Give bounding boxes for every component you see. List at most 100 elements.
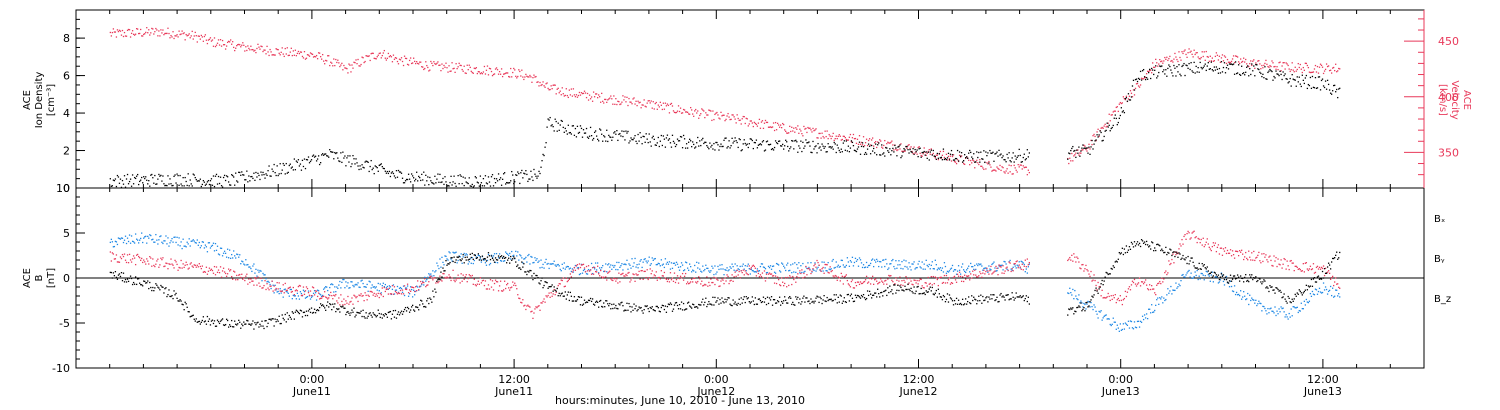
point-b- [363,286,365,288]
point-velocity [1027,169,1029,171]
point-velocity [684,111,687,113]
point-b-z [775,282,778,285]
point-velocity [123,31,126,34]
point-velocity [216,42,219,44]
point-b-z [602,277,604,279]
point-velocity [417,62,419,65]
point-b- [359,286,361,289]
point-b-z [632,273,634,275]
point-ion-density [446,185,448,187]
point-ion-density [313,156,316,158]
point-b-z [243,277,245,279]
point-ion-density [703,142,705,145]
point-b-z [173,267,175,269]
point-velocity [360,63,362,66]
point-b- [185,246,187,248]
point-ion-density [457,174,459,177]
point-velocity [1301,71,1303,74]
point-b-z [1126,291,1129,293]
point-ion-density [146,179,148,181]
point-velocity [643,99,645,101]
point-ion-density [285,162,287,165]
point-ion-density [1246,66,1248,68]
point-b- [840,259,842,261]
point-b- [899,264,901,266]
point-ion-density [794,140,796,142]
point-ion-density [998,149,1000,152]
point-velocity [278,52,280,54]
point-b-z [674,281,677,284]
point-b- [270,287,272,290]
point-b- [972,265,974,268]
point-velocity [1275,68,1277,70]
point-velocity [989,164,991,166]
point-b-z [926,285,928,287]
point-ion-density [273,163,275,166]
point-ion-density [508,182,510,184]
point-b-z [340,294,342,296]
point-b- [190,240,192,242]
point-ion-density [631,138,633,141]
point-b-z [178,266,180,269]
point-ion-density [1231,64,1234,66]
point-velocity [1234,55,1237,57]
point-ion-density [1024,159,1026,161]
point-b-z [906,278,908,280]
point-b- [1321,291,1324,294]
point-b-z [765,273,768,275]
point-b-z [1297,268,1299,271]
point-ion-density [187,173,189,175]
point-velocity [1072,160,1074,162]
point-velocity [287,54,289,57]
point-b-z [572,269,575,271]
point-b- [907,268,909,270]
point-velocity [204,34,207,36]
point-b- [926,264,928,267]
point-b- [452,251,454,253]
point-b- [295,298,298,300]
point-ion-density [1118,117,1120,119]
point-b-z [700,283,702,285]
point-ion-density [867,143,870,145]
point-ion-density [587,137,590,139]
point-velocity [608,98,610,100]
point-ion-density [1021,161,1023,163]
point-velocity [789,125,791,128]
point-b-z [817,261,819,264]
point-b- [1002,269,1004,271]
point-velocity [1173,58,1175,60]
point-b- [456,262,458,264]
point-b-z [202,271,205,273]
point-ion-density [833,141,835,144]
point-ion-density [263,173,265,176]
point-ion-density [1308,84,1311,87]
point-velocity [396,60,399,63]
point-b-z [470,276,472,278]
point-b-z [1247,259,1249,261]
point-b-z [935,277,937,279]
point-b-z [284,282,286,285]
point-b-z [1289,260,1291,262]
point-ion-density [819,146,821,148]
point-b- [1339,296,1341,298]
point-ion-density [750,138,752,140]
point-b- [151,239,153,241]
point-b- [759,265,762,268]
point-b- [670,262,673,264]
point-ion-density [112,179,115,181]
point-ion-density [181,185,183,187]
point-b- [133,242,136,244]
point-b-z [159,264,161,266]
point-b-z [1301,270,1303,272]
point-velocity [415,62,417,65]
point-b- [455,251,457,253]
point-ion-density [332,151,334,153]
point-b- [959,273,962,275]
point-ion-density [674,145,677,148]
point-b- [794,262,796,264]
point-ion-density [421,173,423,176]
point-b-z [665,278,668,280]
point-b- [117,274,120,276]
point-ion-density [987,152,989,154]
point-b-z [692,281,694,283]
